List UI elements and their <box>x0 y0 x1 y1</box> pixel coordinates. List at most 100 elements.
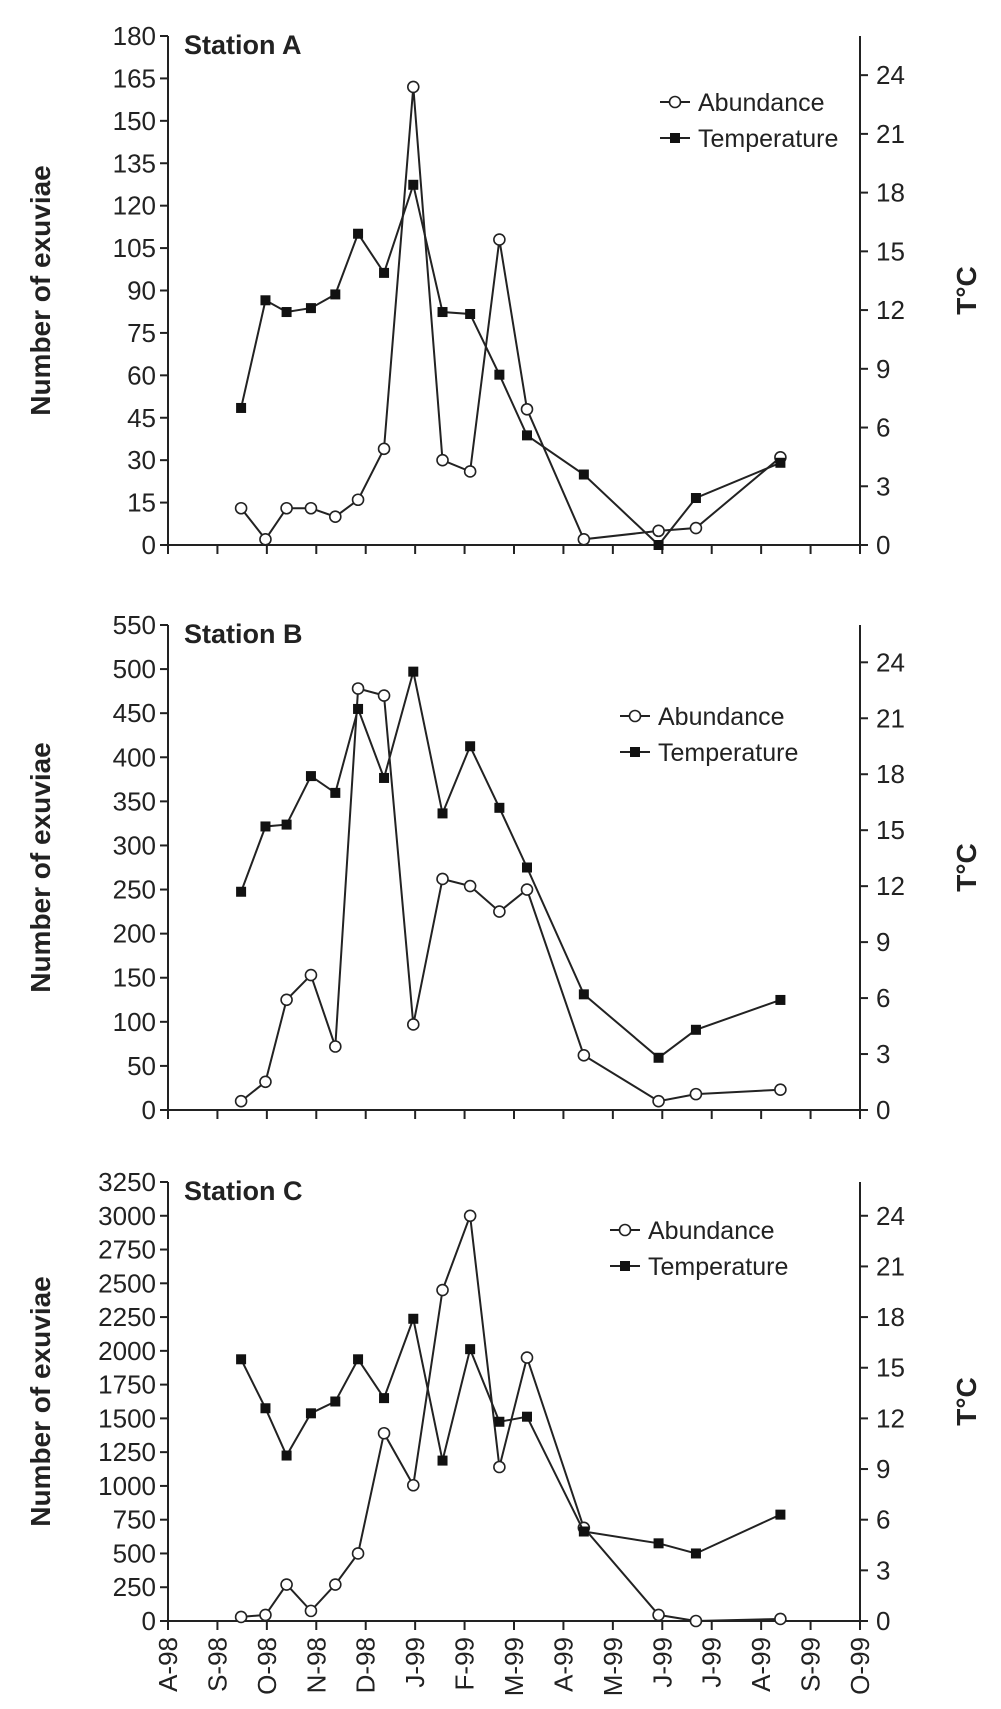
right-y-tick-label: 6 <box>876 983 890 1013</box>
data-point-temperature <box>775 457 786 468</box>
legend: Abundance Temperature <box>660 89 838 153</box>
data-point-abundance <box>436 872 449 886</box>
data-point-abundance <box>259 1075 272 1089</box>
data-point-temperature <box>578 989 589 1000</box>
data-point-abundance <box>406 1018 420 1031</box>
left-y-tick-label: 3000 <box>98 1201 156 1231</box>
data-point-temperature <box>437 1455 448 1466</box>
right-y-tick-label: 24 <box>876 1201 905 1231</box>
data-point-temperature <box>653 1052 664 1063</box>
x-tick-label: J-99 <box>697 1637 727 1688</box>
series-line-abundance <box>240 687 781 1103</box>
left-y-tick-label: 550 <box>113 610 156 640</box>
series-line-abundance <box>240 86 782 541</box>
data-point-temperature <box>379 267 390 278</box>
data-point-temperature <box>408 666 419 677</box>
x-tick-label: J-99 <box>647 1637 677 1688</box>
data-point-abundance <box>689 1087 703 1101</box>
data-point-temperature <box>653 1538 664 1549</box>
right-y-tick-label: 9 <box>876 354 890 384</box>
data-point-temperature <box>494 802 505 813</box>
x-tick-labels: A-98 S-98 O-98 N-98 D-98 J-99 F-99 M-99 A-99 M-99… <box>153 1637 875 1696</box>
left-y-tick-label: 120 <box>113 191 156 221</box>
left-y-tick-label: 400 <box>113 742 156 772</box>
data-point-abundance <box>493 233 506 246</box>
right-y-tick-label: 24 <box>876 60 905 90</box>
right-y-tick-label: 15 <box>876 236 905 266</box>
data-point-abundance <box>520 1351 534 1364</box>
right-y-tick-label: 3 <box>876 471 890 501</box>
data-point-abundance <box>234 1094 248 1108</box>
x-tick-label: M-99 <box>598 1637 628 1696</box>
left-axis-title: Number of exuviae <box>25 742 56 993</box>
data-point-temperature <box>690 1548 701 1559</box>
x-tick-label: N-98 <box>301 1637 331 1693</box>
data-point-temperature <box>281 307 292 318</box>
data-point-temperature <box>465 308 476 319</box>
left-y-tick-label: 200 <box>113 919 156 949</box>
series-line-temperature <box>240 1315 781 1555</box>
data-point-abundance <box>689 521 703 535</box>
data-point-temperature <box>494 369 505 380</box>
right-axis-title: T°C <box>951 1377 982 1426</box>
right-y-tick-label: 0 <box>876 530 890 560</box>
left-y-tick-label: 350 <box>113 786 156 816</box>
data-point-abundance <box>377 442 391 456</box>
legend: Abundance Temperature <box>610 1217 788 1281</box>
data-point-abundance <box>234 1610 248 1624</box>
left-y-tick-label: 15 <box>127 488 156 518</box>
x-tick-label: J-99 <box>400 1637 430 1688</box>
station-title: Station C <box>184 1176 303 1206</box>
left-y-tick-label: 105 <box>113 233 156 263</box>
left-y-tick-label: 150 <box>113 106 156 136</box>
data-point-abundance <box>280 993 293 1007</box>
x-tick-label: S-98 <box>202 1637 232 1692</box>
legend-entry: Temperature <box>648 1253 788 1281</box>
data-point-temperature <box>521 862 532 873</box>
data-point-abundance <box>520 402 534 416</box>
left-y-tick-label: 750 <box>113 1505 156 1535</box>
data-point-temperature <box>236 886 247 897</box>
data-point-temperature <box>408 1313 419 1324</box>
x-tick-label: F-99 <box>450 1637 480 1690</box>
right-y-tick-label: 6 <box>876 1505 890 1535</box>
data-point-temperature <box>437 808 448 819</box>
x-tick-label: A-99 <box>548 1637 578 1692</box>
left-y-tick-label: 1000 <box>98 1471 156 1501</box>
station-title: Station A <box>184 30 302 60</box>
data-point-temperature <box>330 289 341 300</box>
left-y-tick-label: 1750 <box>98 1370 156 1400</box>
data-point-temperature <box>305 771 316 782</box>
right-y-tick-label: 18 <box>876 178 905 208</box>
data-point-abundance <box>304 1604 318 1618</box>
left-y-tick-label: 50 <box>127 1051 156 1081</box>
left-y-tick-label: 1500 <box>98 1403 156 1433</box>
data-point-temperature <box>494 1416 505 1427</box>
data-point-abundance <box>463 1209 477 1223</box>
data-point-temperature <box>260 821 271 832</box>
left-y-tick-label: 75 <box>127 318 156 348</box>
data-point-abundance <box>304 501 318 515</box>
data-point-temperature <box>408 179 419 190</box>
data-point-temperature <box>330 787 341 798</box>
right-axis-title: T°C <box>951 843 982 892</box>
x-tick-label: O-99 <box>845 1637 875 1695</box>
left-y-tick-label: 45 <box>127 403 156 433</box>
x-tick-label: A-99 <box>746 1637 776 1692</box>
data-point-abundance <box>351 682 365 695</box>
right-y-tick-label: 24 <box>876 647 905 677</box>
data-point-abundance <box>406 1478 420 1492</box>
data-point-temperature <box>437 307 448 318</box>
series-line-temperature <box>240 671 781 1060</box>
data-point-abundance <box>351 1547 365 1560</box>
data-point-abundance <box>689 1614 703 1628</box>
data-point-abundance <box>329 1578 342 1591</box>
left-y-tick-label: 500 <box>113 654 156 684</box>
station-title: Station B <box>184 619 303 649</box>
right-y-tick-label: 3 <box>876 1555 890 1585</box>
data-point-abundance <box>377 689 391 702</box>
left-y-tick-label: 90 <box>127 276 156 306</box>
right-y-tick-label: 15 <box>876 815 905 845</box>
left-y-tick-label: 250 <box>113 1572 156 1602</box>
left-y-tick-label: 500 <box>113 1538 156 1568</box>
